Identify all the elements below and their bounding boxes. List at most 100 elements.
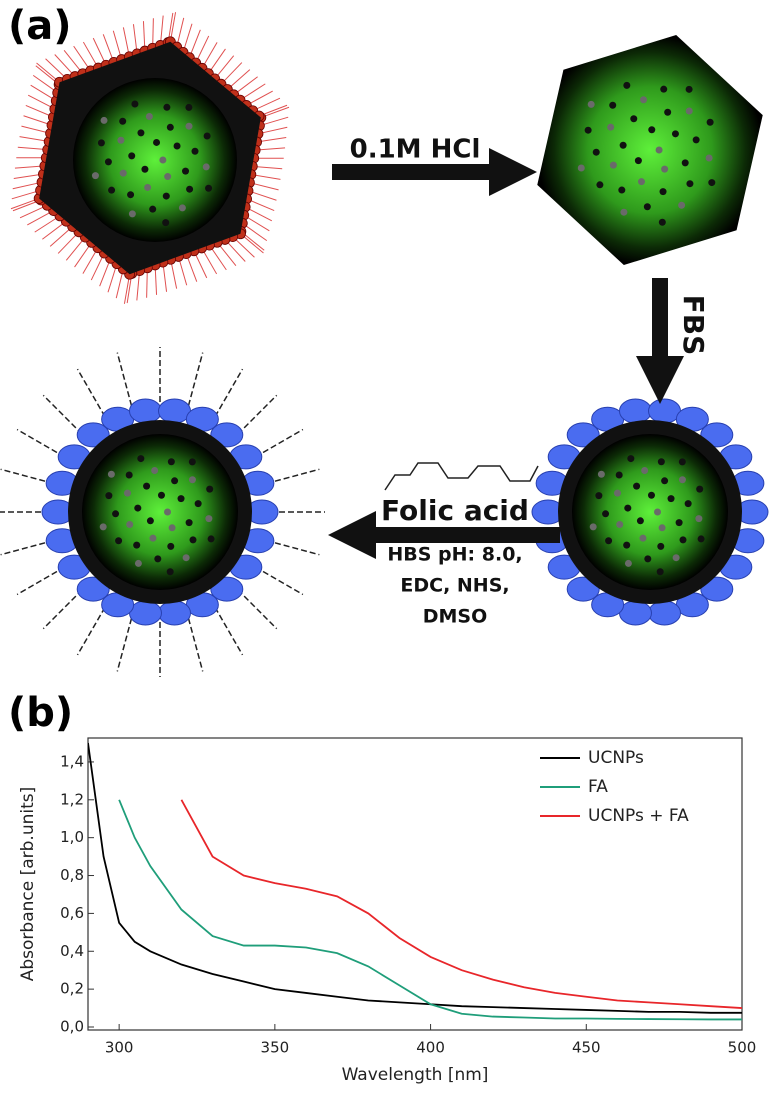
dopant xyxy=(630,115,638,123)
protein xyxy=(618,600,652,626)
folate-ligand xyxy=(266,468,320,485)
dopant xyxy=(191,147,199,155)
folate-ligand xyxy=(187,618,204,672)
dopant xyxy=(207,535,215,543)
dopant xyxy=(637,178,645,186)
dopant xyxy=(577,164,585,172)
dopant xyxy=(616,520,624,528)
folate-ligand xyxy=(254,428,304,458)
folate-ligand xyxy=(0,539,54,556)
dopant xyxy=(163,103,171,111)
folate-ligand xyxy=(214,368,244,418)
protein xyxy=(76,576,110,602)
dopant xyxy=(112,510,120,518)
protein xyxy=(210,422,244,448)
legend-label: UCNPs + FA xyxy=(588,806,689,826)
dopant xyxy=(123,489,131,497)
dopant xyxy=(695,515,703,523)
dopant xyxy=(685,107,693,115)
dopant xyxy=(126,520,134,528)
legend-label: FA xyxy=(588,777,608,797)
step-label: Folic acid xyxy=(381,494,529,527)
dopant xyxy=(171,477,179,485)
dopant xyxy=(188,458,196,466)
dopant xyxy=(706,118,714,126)
dopant xyxy=(657,542,665,550)
dopant xyxy=(648,126,656,134)
dopant xyxy=(618,186,626,194)
step-label: FBS xyxy=(677,295,710,356)
dopant xyxy=(624,504,632,512)
folate-ligand xyxy=(0,468,54,485)
core xyxy=(82,434,238,590)
dopant xyxy=(607,123,615,131)
dopant xyxy=(206,485,214,493)
y-tick-label: 0,6 xyxy=(60,904,84,922)
dopant xyxy=(202,163,210,171)
dopant xyxy=(634,157,642,165)
dopant xyxy=(708,179,716,187)
dopant xyxy=(159,156,167,164)
x-tick-label: 500 xyxy=(728,1039,757,1057)
protein xyxy=(648,398,682,424)
x-tick-label: 450 xyxy=(572,1039,601,1057)
dopant xyxy=(167,542,175,550)
panel-label: (b) xyxy=(8,690,73,736)
dopant xyxy=(166,123,174,131)
folate-ligand xyxy=(254,566,304,596)
dopant xyxy=(178,204,186,212)
arrows xyxy=(328,148,684,559)
dopant xyxy=(640,96,648,104)
dopant xyxy=(596,181,604,189)
dopant xyxy=(697,535,705,543)
dopant xyxy=(661,165,669,173)
dopant xyxy=(620,208,628,216)
dopant xyxy=(182,167,190,175)
protein xyxy=(618,398,652,424)
dopant xyxy=(636,517,644,525)
dopant xyxy=(647,491,655,499)
y-tick-label: 0,8 xyxy=(60,866,84,884)
dopant xyxy=(166,568,174,576)
y-tick-label: 0,4 xyxy=(60,942,84,960)
dopant xyxy=(194,500,202,508)
dopant xyxy=(657,458,665,466)
dopant xyxy=(624,559,632,567)
dopant xyxy=(655,146,663,154)
dopant xyxy=(153,138,161,146)
folate-ligand xyxy=(16,428,66,458)
protein xyxy=(700,422,734,448)
dopant xyxy=(185,519,193,527)
y-tick-label: 0,0 xyxy=(60,1018,84,1036)
folic-acid-structure xyxy=(384,462,539,491)
dopant xyxy=(678,201,686,209)
dopant xyxy=(144,183,152,191)
core xyxy=(572,434,728,590)
dopant xyxy=(679,536,687,544)
dopant xyxy=(587,100,595,108)
dopant xyxy=(672,554,680,562)
dopant xyxy=(133,541,141,549)
dopant xyxy=(675,519,683,527)
plot-frame xyxy=(87,737,743,1031)
dopant xyxy=(623,541,631,549)
folate-ligand xyxy=(16,566,66,596)
dopant xyxy=(685,85,693,93)
dopant xyxy=(131,100,139,108)
dopant xyxy=(592,148,600,156)
dopant xyxy=(656,568,664,576)
folate-ligand xyxy=(42,394,83,435)
dopant xyxy=(134,559,142,567)
dopant xyxy=(203,132,211,140)
folate-ligand xyxy=(237,394,278,435)
dopant xyxy=(164,173,172,181)
dopant xyxy=(686,180,694,188)
dopant xyxy=(696,485,704,493)
folate-ligand xyxy=(266,539,320,556)
dopant xyxy=(605,537,613,545)
dopant xyxy=(182,554,190,562)
dopant xyxy=(185,103,193,111)
dopant xyxy=(597,470,605,478)
protein xyxy=(566,576,600,602)
